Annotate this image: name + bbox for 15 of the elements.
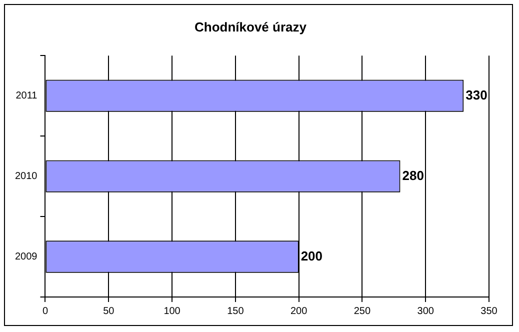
- x-tick-label: 200: [290, 306, 308, 317]
- data-label: 330: [466, 87, 488, 102]
- x-tick-label: 150: [227, 306, 244, 317]
- chart-title: Chodníkové úrazy: [194, 19, 308, 34]
- x-tick-label: 250: [354, 306, 371, 317]
- y-tick-label: 2010: [14, 171, 38, 182]
- x-tick-label: 0: [42, 306, 48, 317]
- y-tick-label: 2009: [14, 252, 38, 263]
- x-tick-label: 100: [164, 306, 181, 317]
- x-tick-label: 300: [417, 306, 434, 317]
- x-tick-label: 350: [480, 306, 498, 317]
- data-label: 200: [300, 248, 323, 264]
- y-tick-label: 2011: [16, 90, 38, 102]
- data-label: 280: [402, 168, 424, 183]
- x-tick-label: 50: [103, 306, 115, 317]
